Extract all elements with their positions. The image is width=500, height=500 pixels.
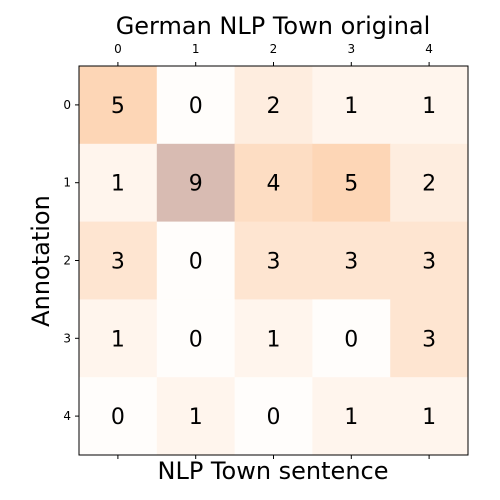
cell-value-r1-c2: 4	[267, 172, 281, 197]
heatmap-cell-labels: 5 0 2 1 1 1 9 4 5 2 3 0 3 3 3 1 0 1 0 3 0 1 0 1 1	[111, 94, 436, 430]
cell-value-r0-c0: 5	[111, 94, 125, 119]
cell-value-r3-c2: 1	[267, 327, 281, 352]
heatmap-cell-r3-c3	[312, 299, 391, 378]
heatmap-cell-r4-c2	[234, 377, 313, 456]
y-axis-ticks: 0 1 2 3 4	[63, 98, 79, 423]
cell-value-r4-c3: 1	[344, 405, 358, 430]
y-tick-label-1: 1	[63, 176, 71, 190]
x-tick-label-1: 1	[192, 42, 200, 56]
cell-value-r4-c2: 0	[267, 405, 281, 430]
heatmap-cell-r1-c4	[390, 143, 469, 223]
heatmap-cell-r0-c4	[390, 66, 469, 145]
cell-value-r4-c1: 1	[189, 405, 203, 430]
cell-value-r2-c2: 3	[267, 250, 281, 275]
y-tick-label-2: 2	[63, 254, 71, 268]
heatmap-cell-r2-c0	[79, 221, 158, 300]
cell-value-r4-c0: 0	[111, 405, 125, 430]
heatmap-cell-r2-c1	[156, 221, 236, 300]
cell-value-r1-c3: 5	[344, 172, 358, 197]
cell-value-r0-c4: 1	[422, 94, 436, 119]
heatmap-cell-r4-c3	[312, 377, 391, 456]
heatmap-cell-r4-c1	[156, 377, 236, 456]
cell-value-r2-c3: 3	[344, 250, 358, 275]
cell-value-r0-c1: 0	[189, 94, 203, 119]
chart-title: German NLP Town original	[116, 12, 431, 40]
y-tick-label-0: 0	[63, 98, 71, 112]
heatmap-cell-r3-c1	[156, 299, 236, 378]
heatmap-cell-r0-c0	[79, 66, 158, 145]
cell-value-r3-c0: 1	[111, 327, 125, 352]
heatmap-cell-r2-c3	[312, 221, 391, 300]
y-tick-label-4: 4	[63, 409, 71, 423]
heatmap-cell-r1-c1	[156, 143, 236, 223]
y-axis-label: Annotation	[27, 195, 55, 327]
heatmap-cell-r2-c4	[390, 221, 469, 300]
cell-value-r1-c4: 2	[422, 172, 436, 197]
cell-value-r2-c0: 3	[111, 250, 125, 275]
x-tick-label-2: 2	[270, 42, 278, 56]
y-tick-label-3: 3	[63, 331, 71, 345]
cell-value-r3-c4: 3	[422, 327, 436, 352]
cell-value-r2-c1: 0	[189, 250, 203, 275]
heatmap-cell-r3-c0	[79, 299, 158, 378]
heatmap-cell-r2-c2	[234, 221, 313, 300]
heatmap-cells	[79, 66, 469, 456]
heatmap-cell-r4-c4	[390, 377, 469, 456]
heatmap-cell-r0-c1	[156, 66, 236, 145]
x-tick-label-3: 3	[347, 42, 355, 56]
x-axis-label: NLP Town sentence	[158, 457, 389, 485]
heatmap-cell-r4-c0	[79, 377, 158, 456]
heatmap-cell-r1-c0	[79, 143, 158, 223]
cell-value-r1-c0: 1	[111, 172, 125, 197]
heatmap-cell-r0-c2	[234, 66, 313, 145]
cell-value-r0-c2: 2	[267, 94, 281, 119]
heatmap-cell-r1-c2	[234, 143, 313, 223]
heatmap-cell-r3-c2	[234, 299, 313, 378]
heatmap-cell-r1-c3	[312, 143, 391, 223]
cell-value-r1-c1: 9	[189, 172, 203, 197]
heatmap-cell-r3-c4	[390, 299, 469, 378]
x-axis-ticks: 0 1 2 3 4	[114, 42, 433, 459]
cell-value-r4-c4: 1	[422, 405, 436, 430]
cell-value-r3-c3: 0	[344, 327, 358, 352]
cell-value-r0-c3: 1	[344, 94, 358, 119]
cell-value-r2-c4: 3	[422, 250, 436, 275]
x-tick-label-0: 0	[114, 42, 122, 56]
heatmap-cell-r0-c3	[312, 66, 391, 145]
cell-value-r3-c1: 0	[189, 327, 203, 352]
x-tick-label-4: 4	[425, 42, 433, 56]
